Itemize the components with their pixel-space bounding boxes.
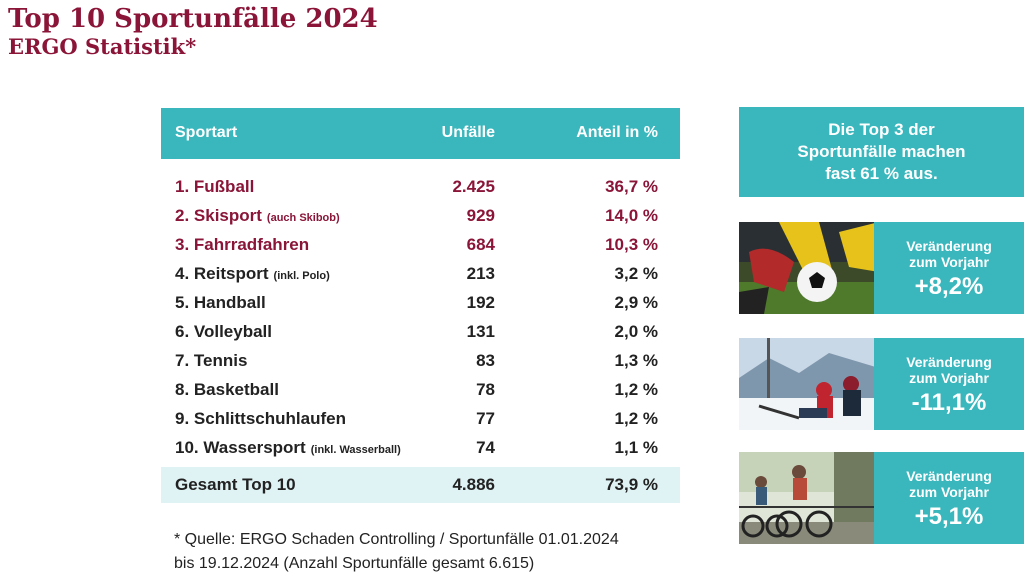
header-unfaelle: Unfälle [441, 124, 495, 141]
callout-line-2: Sportunfälle machen [797, 142, 966, 161]
change-label-2: zum Vorjahr [909, 484, 989, 500]
total-count: 4.886 [452, 475, 495, 494]
sport-note: (inkl. Polo) [273, 270, 330, 282]
table-body: 1. Fußball 2.425 36,7 % 2. Skisport (auch Sk… [161, 173, 680, 463]
accident-share: 1,2 % [614, 380, 658, 399]
sport-name: 1. Fußball [175, 177, 254, 197]
ski-photo [739, 338, 879, 430]
sport-name-text: 3. Fahrradfahren [175, 235, 310, 254]
sport-note: (inkl. Wasserball) [310, 444, 401, 456]
sport-name: 6. Volleyball [175, 322, 272, 342]
change-label: Veränderung [906, 468, 992, 484]
source-footnote: * Quelle: ERGO Schaden Controlling / Spo… [174, 528, 694, 576]
sport-name: 10. Wassersport (inkl. Wasserball) [175, 438, 401, 458]
change-box-cycling: Veränderung zum Vorjahr +5,1% [874, 452, 1024, 544]
accident-share: 1,1 % [614, 438, 658, 457]
accident-count: 192 [466, 293, 495, 312]
accident-count: 684 [466, 235, 495, 254]
sport-name: 8. Basketball [175, 380, 279, 400]
accident-count: 929 [466, 206, 495, 225]
table-row: 10. Wassersport (inkl. Wasserball) 74 1,1 % [161, 434, 680, 463]
page-title: Top 10 Sportunfälle 2024 [8, 4, 378, 34]
sport-name-text: 7. Tennis [175, 351, 248, 370]
sport-name: 4. Reitsport (inkl. Polo) [175, 264, 330, 284]
sport-name-text: 1. Fußball [175, 177, 255, 196]
accident-share: 36,7 % [605, 177, 658, 196]
table-row: 2. Skisport (auch Skibob) 929 14,0 % [161, 202, 680, 231]
accident-count: 78 [476, 380, 495, 399]
table-row: 9. Schlittschuhlaufen 77 1,2 % [161, 405, 680, 434]
top3-callout: Die Top 3 der Sportunfälle machen fast 6… [739, 107, 1024, 197]
sport-name: 9. Schlittschuhlaufen [175, 409, 346, 429]
table-row: 1. Fußball 2.425 36,7 % [161, 173, 680, 202]
accident-share: 3,2 % [614, 264, 658, 283]
soccer-photo [739, 222, 879, 314]
sport-name-text: 5. Handball [175, 293, 266, 312]
accident-count: 77 [476, 409, 495, 428]
sport-name-text: 4. Reitsport [175, 264, 269, 283]
table-row: 7. Tennis 83 1,3 % [161, 347, 680, 376]
change-value: +8,2% [914, 273, 984, 300]
footnote-line-1: * Quelle: ERGO Schaden Controlling / Spo… [174, 531, 619, 548]
callout-line-1: Die Top 3 der [828, 120, 935, 139]
change-box-ski: Veränderung zum Vorjahr -11,1% [874, 338, 1024, 430]
accident-count: 74 [476, 438, 495, 457]
accident-count: 2.425 [452, 177, 495, 196]
change-panel-soccer: Veränderung zum Vorjahr +8,2% [739, 222, 1024, 314]
table-row: 3. Fahrradfahren 684 10,3 % [161, 231, 680, 260]
sport-name: 5. Handball [175, 293, 266, 313]
accident-share: 1,2 % [614, 409, 658, 428]
sport-name-text: 2. Skisport [175, 206, 262, 225]
sport-name: 3. Fahrradfahren [175, 235, 309, 255]
table-total-row: Gesamt Top 10 4.886 73,9 % [161, 467, 680, 503]
table-header: Sportart Unfälle Anteil in % [161, 108, 680, 159]
sport-name-text: 9. Schlittschuhlaufen [175, 409, 346, 428]
change-panel-ski: Veränderung zum Vorjahr -11,1% [739, 338, 1024, 430]
header-anteil: Anteil in % [576, 124, 658, 141]
total-share: 73,9 % [605, 475, 658, 494]
accident-share: 10,3 % [605, 235, 658, 254]
change-value: -11,1% [911, 389, 987, 416]
accident-share: 2,9 % [614, 293, 658, 312]
accident-share: 2,0 % [614, 322, 658, 341]
page-subtitle: ERGO Statistik* [8, 34, 197, 59]
header-sportart: Sportart [175, 124, 238, 141]
accident-count: 131 [466, 322, 495, 341]
callout-line-3: fast 61 % aus. [825, 164, 938, 183]
cycling-photo [739, 452, 879, 544]
change-label-2: zum Vorjahr [909, 254, 989, 270]
change-value: +5,1% [914, 503, 984, 530]
table-row: 4. Reitsport (inkl. Polo) 213 3,2 % [161, 260, 680, 289]
change-label: Veränderung [906, 354, 992, 370]
footnote-line-2: bis 19.12.2024 (Anzahl Sportunfälle gesa… [174, 555, 535, 572]
accident-share: 14,0 % [605, 206, 658, 225]
sport-name-text: 10. Wassersport [175, 438, 306, 457]
table-row: 8. Basketball 78 1,2 % [161, 376, 680, 405]
sport-name: 7. Tennis [175, 351, 247, 371]
accident-count: 83 [476, 351, 495, 370]
accident-table: Sportart Unfälle Anteil in % 1. Fußball 2… [161, 108, 680, 503]
sport-name: 2. Skisport (auch Skibob) [175, 206, 340, 226]
sport-name-text: 6. Volleyball [175, 322, 273, 341]
change-label-2: zum Vorjahr [909, 370, 989, 386]
accident-share: 1,3 % [614, 351, 658, 370]
table-row: 6. Volleyball 131 2,0 % [161, 318, 680, 347]
change-panel-cycling: Veränderung zum Vorjahr +5,1% [739, 452, 1024, 544]
table-row: 5. Handball 192 2,9 % [161, 289, 680, 318]
total-label: Gesamt Top 10 [175, 475, 296, 494]
accident-count: 213 [466, 264, 495, 283]
sport-note: (auch Skibob) [266, 212, 340, 224]
change-label: Veränderung [906, 238, 992, 254]
sport-name-text: 8. Basketball [175, 380, 279, 399]
change-box-soccer: Veränderung zum Vorjahr +8,2% [874, 222, 1024, 314]
